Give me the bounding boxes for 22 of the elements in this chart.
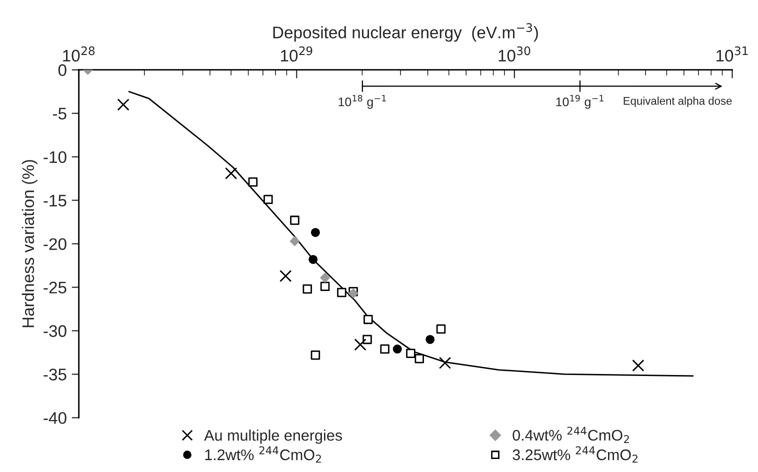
y-axis-title: Hardness variation (%) [22,160,38,328]
x-tick-label: 10$^{30}$ [498,46,530,62]
legend-label: Au multiple energies [204,430,342,444]
legend-label: 1.2wt% $^{244}$CmO$_{2}$ [205,446,321,463]
y-tick-label: -35 [44,368,66,380]
legend-label: 3.25wt% $^{244}$CmO$_{2}$ [512,446,638,463]
y-tick-label: -10 [44,151,66,164]
y-tick-label: -25 [44,282,66,294]
annotation: Equivalent alpha dose [624,96,732,107]
x-tick-label: 10$^{31}$ [716,46,748,62]
annotation: 10$^{18}$ g$^{−1}$ [338,94,386,109]
annotation: 10$^{19}$ g$^{−1}$ [556,94,604,109]
y-tick-label: -5 [52,108,66,120]
y-tick-label: 0 [58,64,66,76]
x-axis-title: Deposited nuclear energy (eV.m$^{−3}$) [273,23,538,42]
legend-label: 0.4wt% $^{244}$CmO$_{2}$ [512,426,629,444]
y-tick-label: -30 [44,325,66,337]
y-tick-label: -15 [44,194,66,207]
x-tick-label: 10$^{29}$ [280,46,312,62]
x-tick-label: 10$^{28}$ [63,46,95,62]
y-tick-label: -20 [44,238,66,250]
y-tick-label: -40 [44,412,66,424]
